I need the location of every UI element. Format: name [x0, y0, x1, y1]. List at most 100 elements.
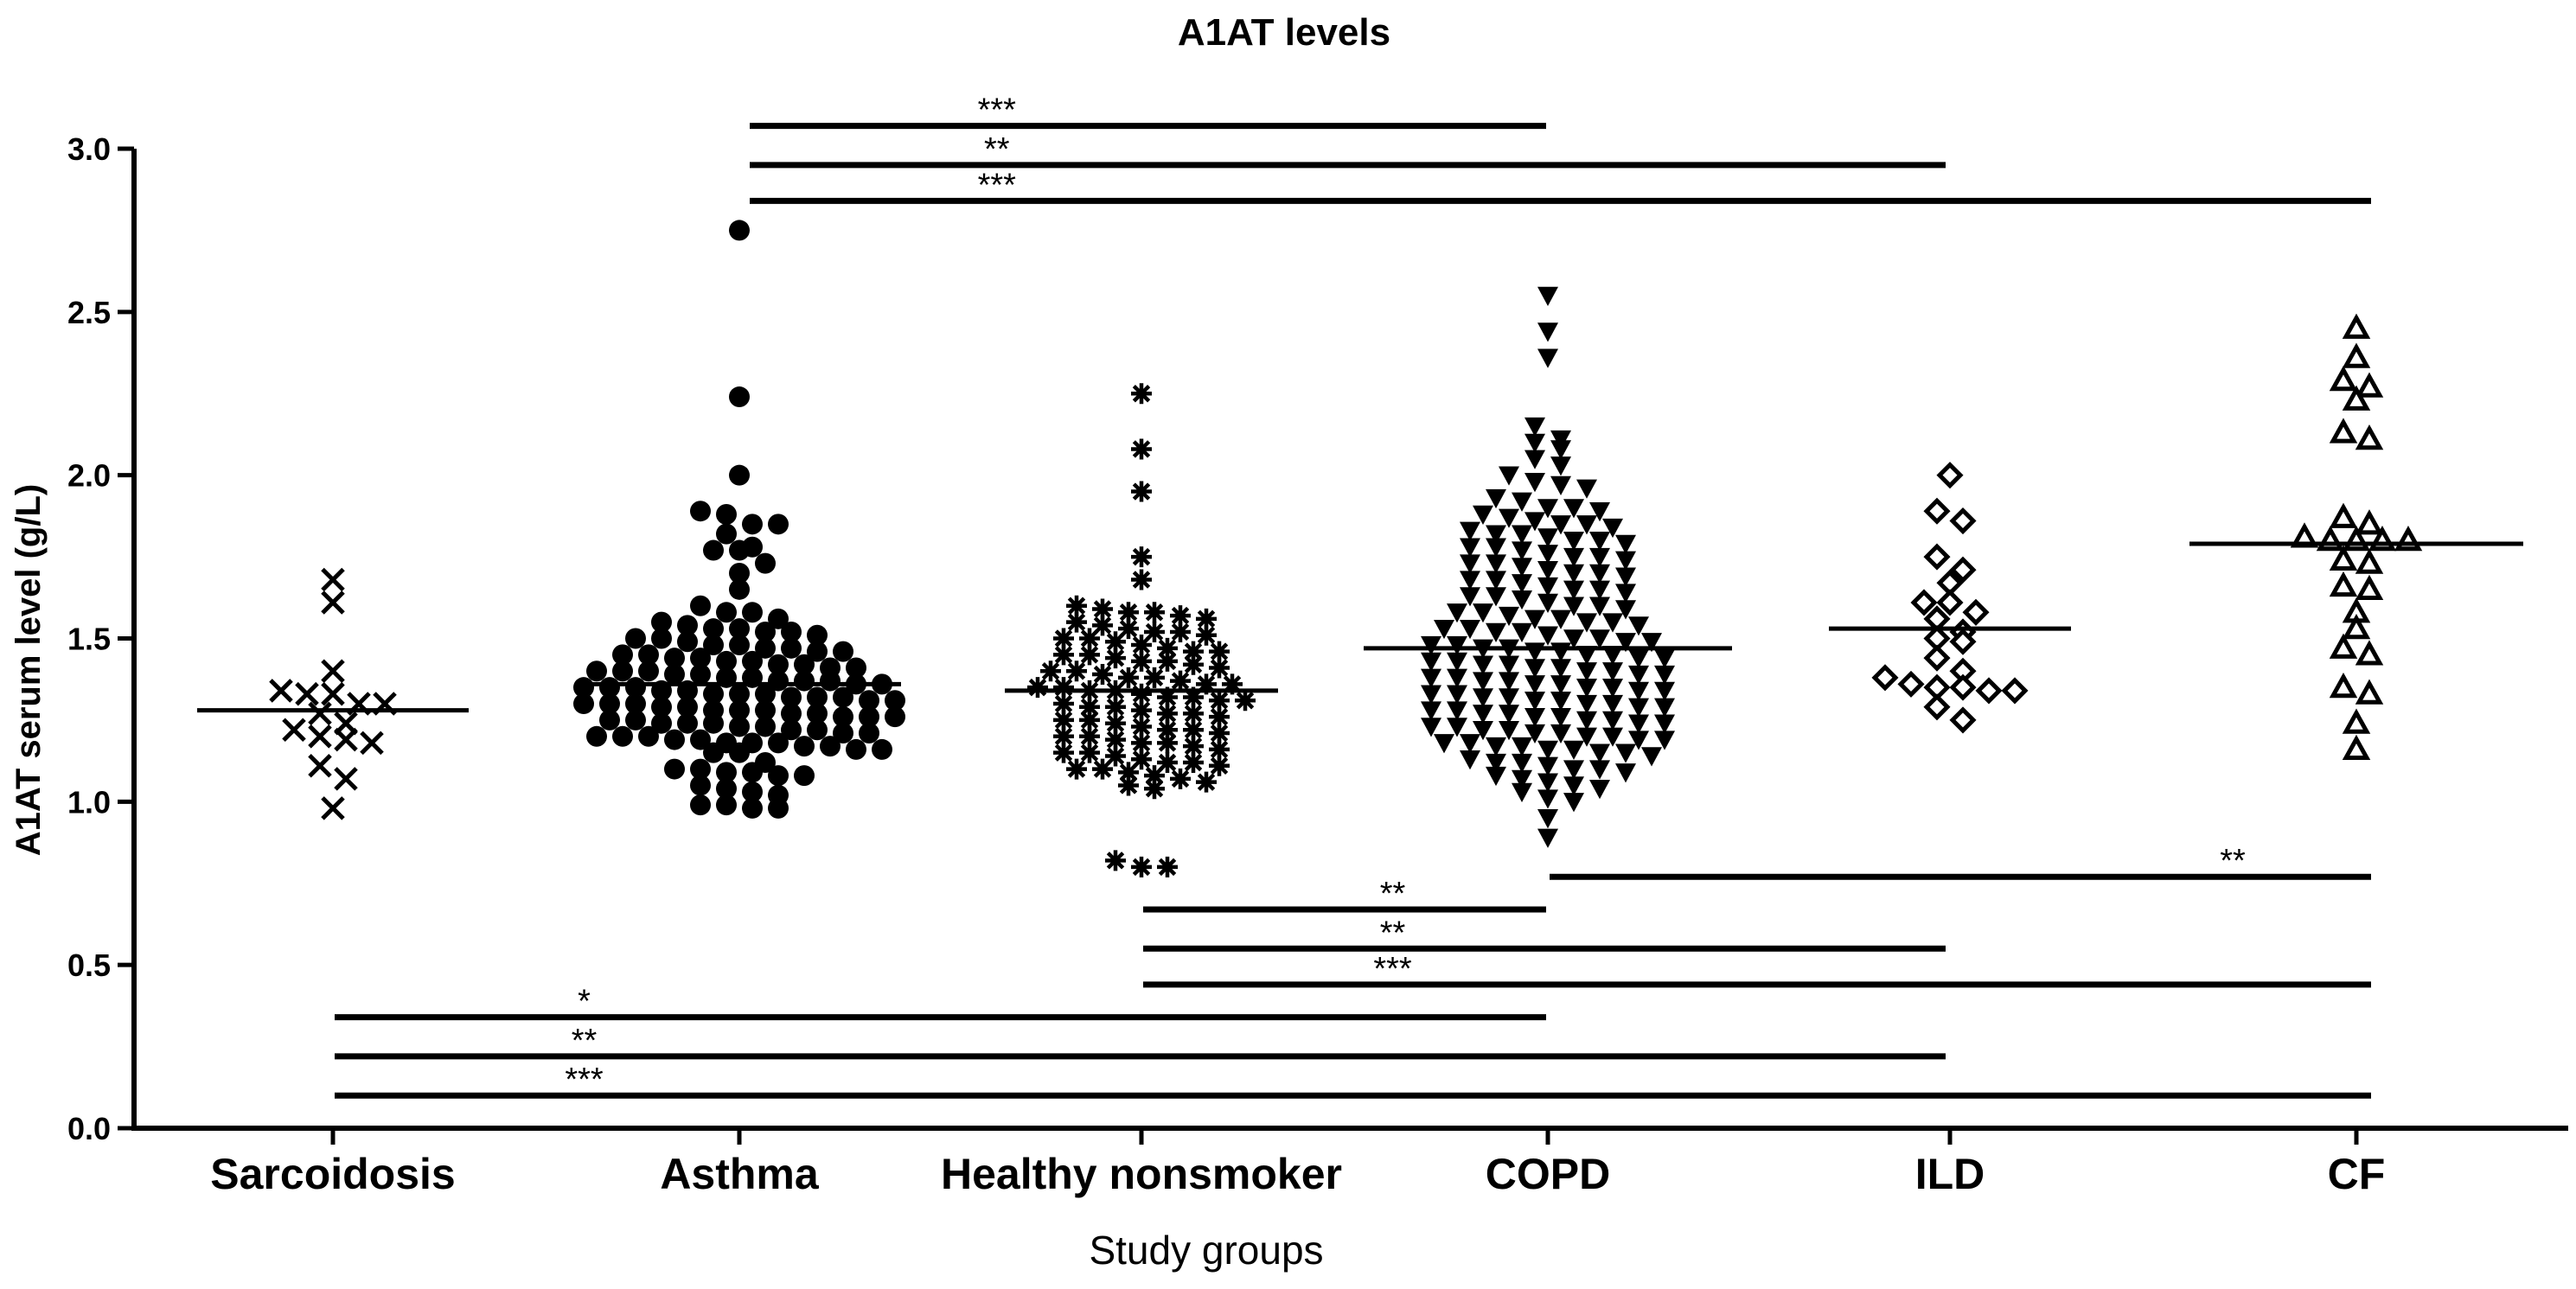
data-point: [1563, 760, 1584, 780]
x-axis-label: Study groups: [1089, 1228, 1323, 1273]
data-point: [1550, 456, 1571, 476]
data-point: [1499, 672, 1519, 692]
data-point: [703, 742, 724, 763]
data-point: [1923, 497, 1951, 525]
data-point: [1066, 758, 1087, 780]
data-point: [1460, 521, 1480, 541]
data-point: [703, 635, 724, 656]
significance-label: **: [572, 1023, 598, 1059]
data-point: [1079, 725, 1100, 747]
data-point: [781, 719, 802, 741]
data-point: [2355, 509, 2384, 535]
data-point: [768, 514, 789, 535]
data-point: [2355, 640, 2384, 666]
x-category-label: Sarcoidosis: [210, 1150, 455, 1198]
data-point: [651, 611, 672, 633]
data-point: [768, 608, 789, 629]
data-point: [308, 754, 332, 778]
data-point: [1910, 589, 1938, 616]
data-point: [1923, 644, 1951, 672]
data-point: [716, 503, 737, 525]
data-point: [1447, 685, 1467, 705]
data-point: [729, 618, 750, 640]
data-point: [794, 736, 815, 757]
data-point: [1460, 734, 1480, 754]
data-point: [1537, 789, 1558, 809]
data-point: [1118, 618, 1139, 640]
data-point: [716, 602, 737, 623]
data-point: [1602, 727, 1623, 747]
data-point: [1222, 673, 1243, 695]
data-point: [1512, 622, 1532, 642]
data-point: [781, 637, 802, 659]
data-point: [638, 644, 659, 666]
data-point: [612, 644, 633, 666]
y-tick-label: 1.0: [67, 784, 111, 820]
data-point: [1183, 686, 1204, 708]
data-point: [729, 562, 750, 584]
data-point: [794, 654, 815, 675]
data-point: [1499, 466, 1519, 486]
data-point: [1170, 768, 1191, 789]
data-point: [703, 683, 724, 705]
data-point: [1421, 685, 1441, 705]
data-point: [1563, 793, 1584, 813]
y-tick-label: 2.0: [67, 458, 111, 494]
significance-label: **: [1380, 876, 1406, 912]
data-point: [1157, 732, 1178, 754]
data-point: [768, 654, 789, 675]
data-point: [1589, 564, 1610, 584]
y-tick-label: 3.0: [67, 131, 111, 167]
data-point: [1589, 532, 1610, 552]
data-point: [1196, 608, 1217, 629]
data-point: [625, 628, 646, 649]
data-point: [1447, 603, 1467, 623]
data-point: [729, 578, 750, 600]
data-point: [1157, 637, 1178, 659]
data-point: [625, 709, 646, 731]
data-point: [1473, 688, 1493, 708]
median-lines: [197, 541, 2523, 713]
data-point: [690, 648, 711, 669]
data-point: [729, 220, 750, 241]
data-point: [1499, 606, 1519, 627]
data-point: [1563, 597, 1584, 616]
data-point: [1079, 742, 1100, 763]
data-point: [859, 706, 879, 728]
data-point: [807, 686, 828, 708]
data-point: [1118, 602, 1139, 623]
data-point: [1447, 635, 1467, 656]
data-point: [1066, 611, 1087, 633]
data-point: [716, 762, 737, 783]
data-point: [1576, 678, 1597, 699]
data-point: [1473, 655, 1493, 675]
data-point: [269, 679, 293, 703]
data-point: [1105, 648, 1126, 669]
data-point: [2342, 342, 2371, 368]
data-point: [1460, 538, 1480, 558]
data-point: [833, 686, 853, 708]
data-point: [1525, 512, 1545, 532]
data-point: [1183, 641, 1204, 662]
data-point: [1923, 693, 1951, 721]
data-point: [1235, 690, 1256, 712]
data-point: [768, 732, 789, 754]
data-point: [2329, 502, 2358, 528]
x-category-label: ILD: [1915, 1150, 1985, 1198]
data-point: [2329, 633, 2358, 659]
data-point: [1962, 598, 1990, 626]
data-point: [573, 693, 594, 715]
data-point: [1486, 525, 1506, 545]
data-point: [321, 681, 345, 706]
data-point: [1628, 648, 1649, 669]
data-point: [1576, 613, 1597, 633]
data-point: [677, 615, 698, 636]
data-point: [321, 590, 345, 615]
data-point: [308, 701, 332, 726]
data-point: [1525, 609, 1545, 629]
data-point: [690, 794, 711, 816]
chart-title: A1AT levels: [1178, 11, 1390, 54]
y-tick-label: 0.5: [67, 948, 111, 983]
data-point: [1589, 580, 1610, 600]
